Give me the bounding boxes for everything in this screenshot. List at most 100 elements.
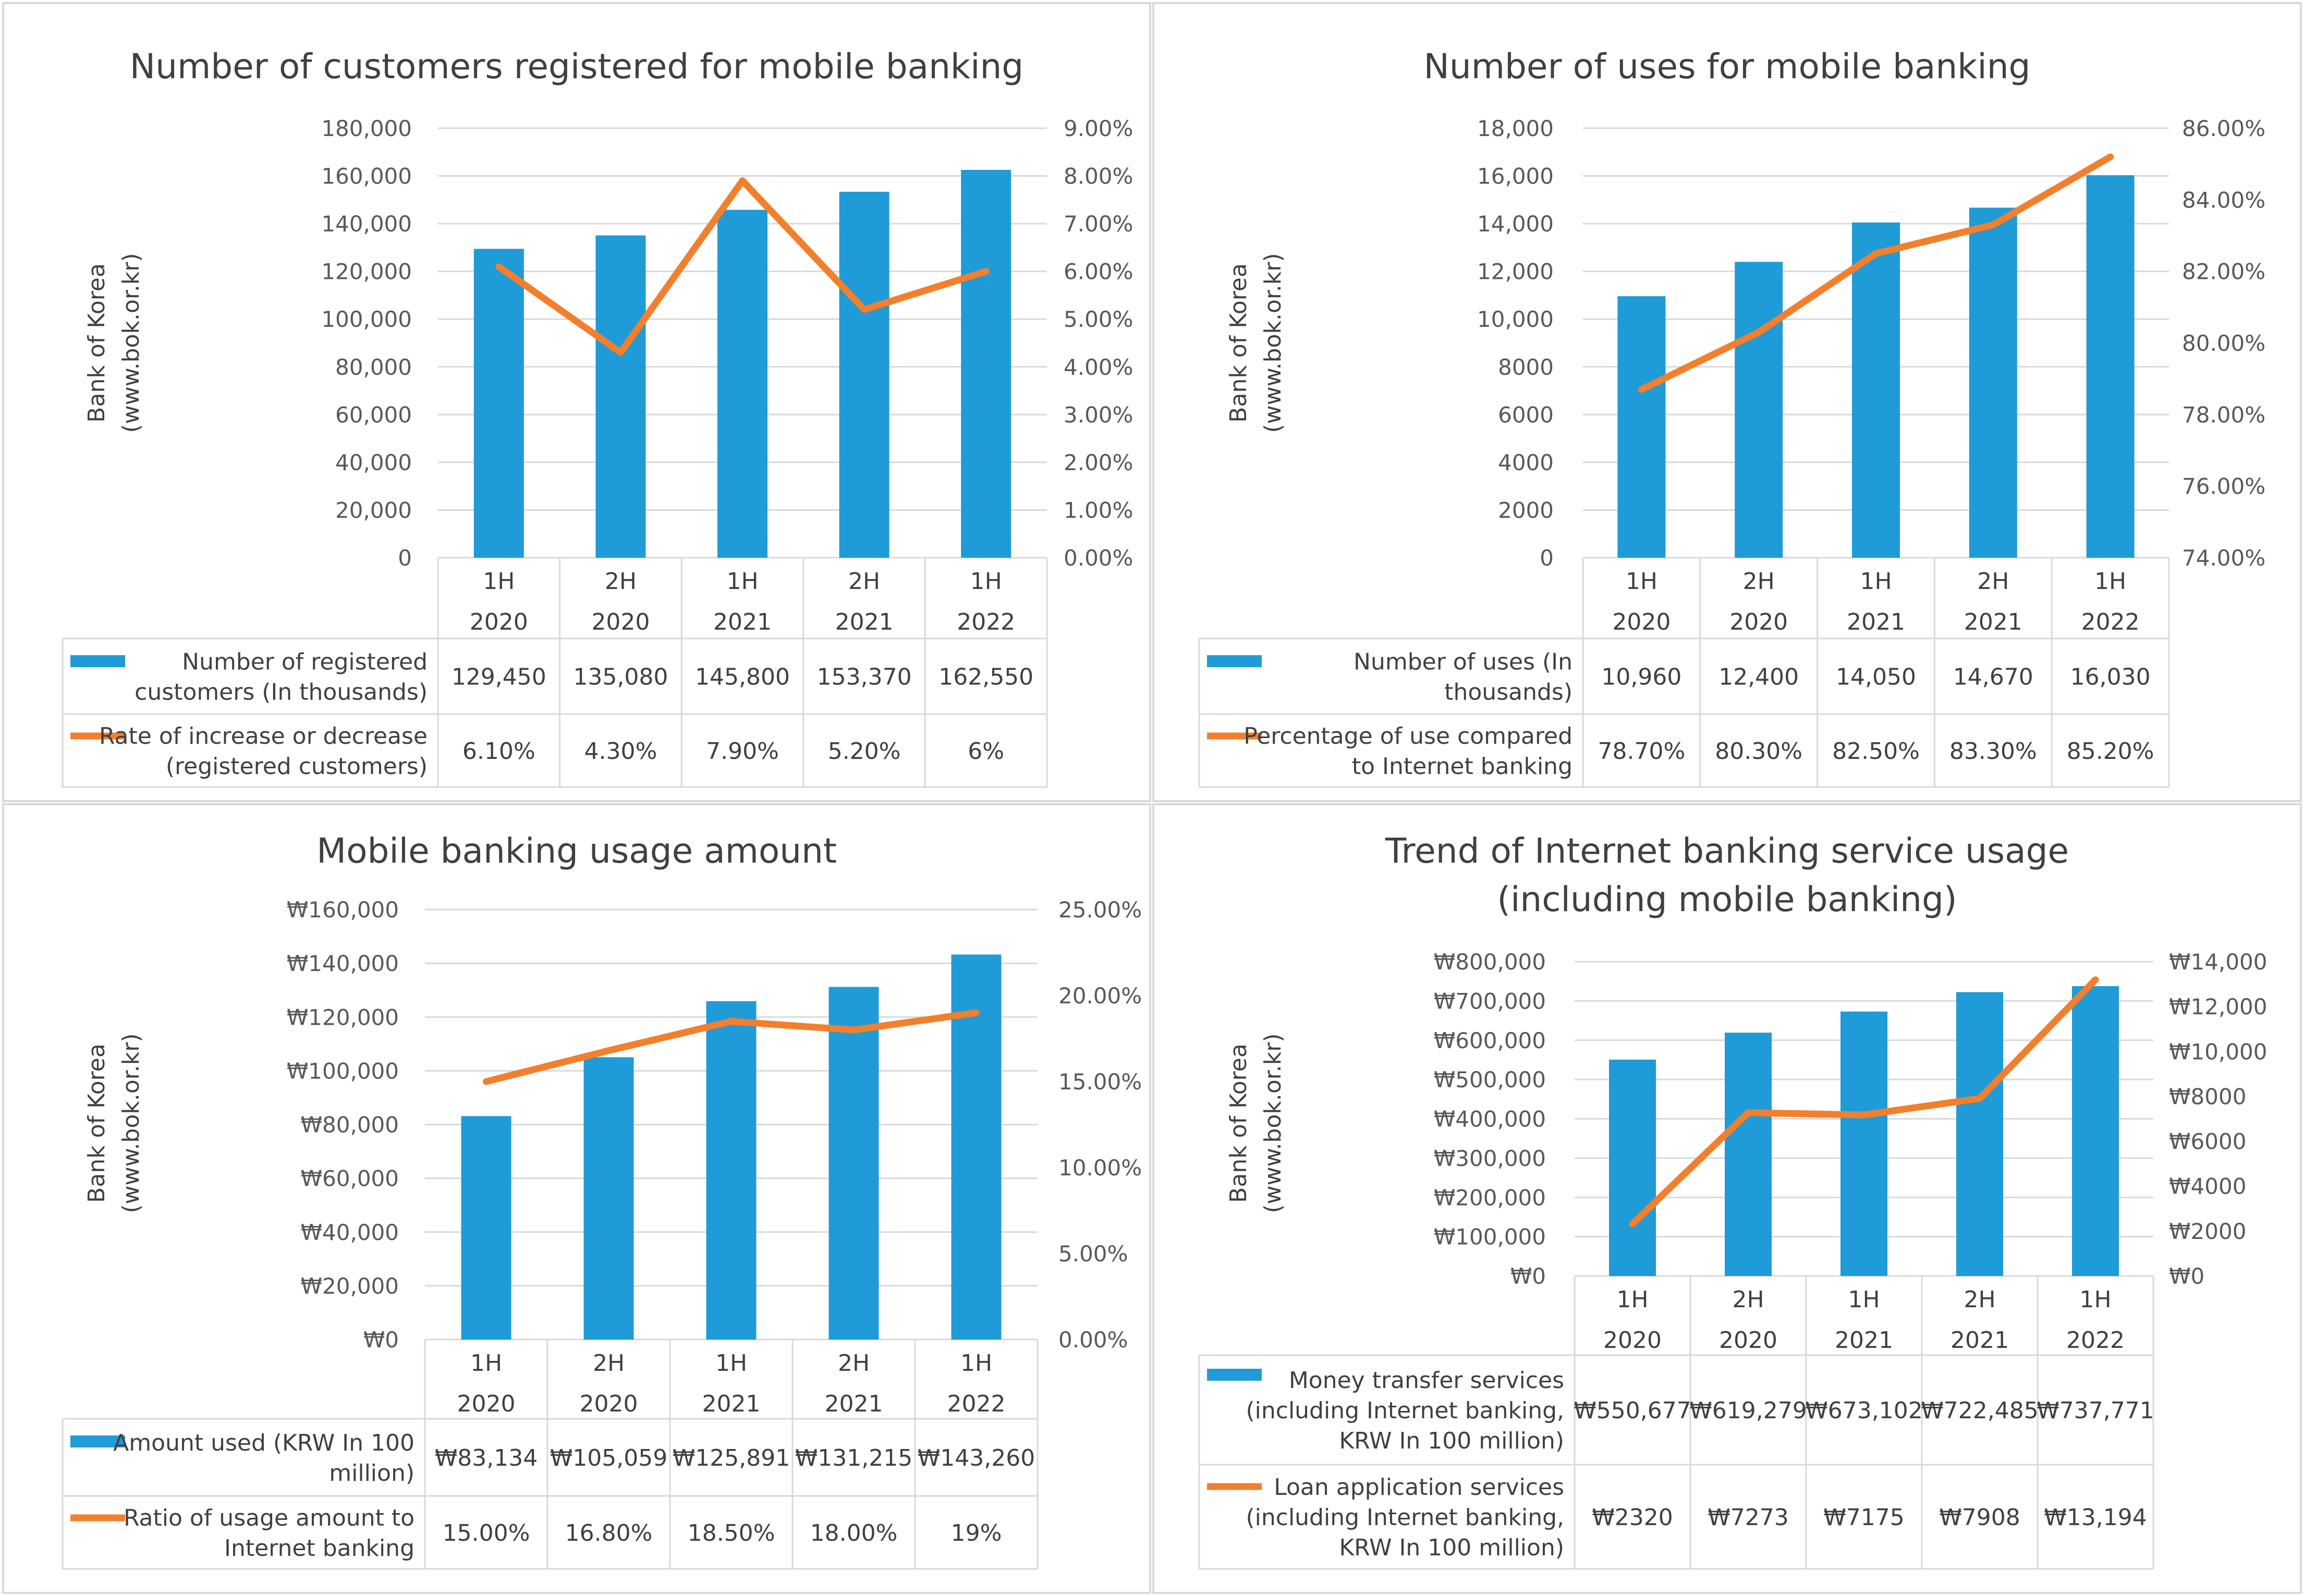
category-label: 2H — [1743, 568, 1775, 595]
left-axis-tick: ₩60,000 — [301, 1166, 399, 1192]
legend-label: Loan application services — [1274, 1474, 1564, 1501]
line-point — [1979, 1098, 1980, 1099]
right-axis-tick: ₩0 — [2169, 1263, 2204, 1289]
data-label: ₩2320 — [1592, 1504, 1673, 1531]
left-axis-tick: ₩600,000 — [1434, 1028, 1546, 1053]
left-axis-tick: 0 — [398, 545, 412, 571]
category-label: 1H — [1848, 1286, 1880, 1313]
bar — [961, 169, 1011, 558]
right-axis-tick: 78.00% — [2182, 402, 2265, 427]
panel-frame — [2, 2, 1151, 802]
data-label: ₩83,134 — [435, 1445, 538, 1471]
right-axis-tick: 8.00% — [1064, 164, 1133, 189]
data-table: 1H 2020 2H 2020 1H 2021 2H 2021 1H 2022 Amount use… — [62, 1340, 1039, 1570]
left-axis-tick: 0 — [1540, 545, 1554, 571]
line-point — [1641, 389, 1642, 390]
right-axis-tick: 4.00% — [1064, 354, 1133, 380]
category-label: 1H — [2079, 1286, 2111, 1313]
data-label: 83.30% — [1949, 738, 2037, 765]
category-label: 1H — [2094, 568, 2126, 595]
bar — [2086, 175, 2135, 558]
left-axis-tick: ₩0 — [363, 1327, 399, 1353]
chart-panel-4: Trend of Internet banking service usage (… — [1152, 803, 2302, 1594]
right-axis-tick: 10.00% — [1058, 1155, 1142, 1181]
category-label: 2020 — [1719, 1327, 1777, 1354]
category-label: 2H — [593, 1350, 625, 1377]
category-label: 1H — [1860, 568, 1892, 595]
category-label: 2H — [1964, 1286, 1995, 1313]
legend-label: thousands) — [1444, 679, 1572, 706]
source-label: Bank of Korea (www.bok.or.kr) — [1225, 1033, 1286, 1213]
legend-label: Amount used (KRW In 100 — [113, 1430, 415, 1456]
right-axis-tick: 76.00% — [2182, 474, 2265, 499]
right-axis-tick: ₩12,000 — [2169, 994, 2268, 1020]
right-axis-tick: 0.00% — [1058, 1327, 1128, 1353]
left-axis-tick: 12,000 — [1477, 259, 1554, 285]
chart-title: Number of uses for mobile banking — [1424, 46, 2031, 87]
legend-key-bar — [1207, 1369, 1262, 1381]
data-label: ₩125,891 — [673, 1445, 790, 1471]
source-label: Bank of Korea (www.bok.or.kr) — [1225, 253, 1286, 433]
bar — [706, 1001, 757, 1340]
data-label: ₩722,485 — [1921, 1397, 2038, 1424]
data-label: ₩7908 — [1939, 1504, 2020, 1531]
left-axis-tick: 10,000 — [1477, 306, 1554, 332]
data-label: 85.20% — [2067, 738, 2154, 765]
category-label: 1H — [726, 568, 758, 595]
data-label: 6.10% — [462, 738, 535, 765]
right-axis-tick: ₩8000 — [2169, 1084, 2246, 1109]
legend-label: customers (In thousands) — [135, 679, 428, 706]
line-point — [730, 1021, 732, 1022]
category-label: 1H — [1616, 1286, 1648, 1313]
left-axis-tick: ₩200,000 — [1434, 1185, 1546, 1210]
source-label-line: (www.bok.or.kr) — [1260, 253, 1286, 433]
category-label: 2021 — [713, 609, 772, 635]
bar — [1617, 296, 1666, 558]
category-label: 2021 — [1964, 609, 2022, 635]
bar — [1725, 1033, 1772, 1276]
left-axis-tick: ₩140,000 — [287, 951, 399, 976]
right-axis-tick: 9.00% — [1064, 116, 1133, 141]
left-axis-tick: ₩80,000 — [301, 1112, 399, 1138]
left-axis-tick: 6000 — [1498, 402, 1554, 427]
right-axis-tick: ₩6000 — [2169, 1129, 2246, 1155]
right-axis-tick: ₩14,000 — [2169, 949, 2268, 975]
category-label: 2020 — [1612, 609, 1671, 635]
line-point — [985, 271, 987, 272]
chart-title: Mobile banking usage amount — [316, 831, 837, 871]
bar — [2072, 986, 2119, 1276]
line-point — [620, 352, 621, 353]
chart-panel-1: Number of customers registered for mobil… — [2, 2, 1151, 802]
bar — [828, 987, 879, 1340]
legend-label: (including Internet banking, — [1246, 1397, 1564, 1424]
data-label: ₩550,677 — [1574, 1397, 1691, 1424]
chart-title: (including mobile banking) — [1497, 879, 1957, 919]
category-label: 2020 — [1729, 609, 1788, 635]
source-label-line: Bank of Korea — [83, 263, 110, 423]
category-label: 2020 — [470, 609, 528, 635]
category-label: 2H — [1732, 1286, 1764, 1313]
left-axis-tick: 14,000 — [1477, 211, 1554, 237]
data-label: 135,080 — [573, 664, 668, 691]
legend-key-bar — [70, 655, 125, 667]
data-label: 18.50% — [688, 1520, 775, 1546]
source-label: Bank of Korea (www.bok.or.kr) — [83, 253, 144, 433]
line-point — [498, 266, 499, 267]
legend-key-bar — [1207, 655, 1262, 667]
data-label: ₩143,260 — [918, 1445, 1035, 1471]
legend-label: Number of uses (In — [1354, 649, 1572, 676]
left-axis-tick: 8000 — [1498, 354, 1554, 380]
data-label: ₩619,279 — [1689, 1397, 1807, 1424]
chart-panel-2: Number of uses for mobile banking Bank of… — [1152, 2, 2302, 802]
source-label-line: (www.bok.or.kr) — [118, 253, 144, 433]
category-label: 2020 — [580, 1391, 638, 1417]
right-axis-tick: 5.00% — [1058, 1241, 1128, 1267]
line-point — [1863, 1114, 1864, 1115]
left-axis-tick: ₩100,000 — [287, 1058, 399, 1084]
data-label: ₩7273 — [1708, 1504, 1788, 1531]
right-axis-tick: 2.00% — [1064, 450, 1133, 475]
left-axis-tick: 160,000 — [321, 164, 412, 189]
source-label-line: Bank of Korea — [83, 1043, 110, 1203]
source-label-line: Bank of Korea — [1225, 1043, 1252, 1203]
line-point — [853, 1029, 855, 1030]
